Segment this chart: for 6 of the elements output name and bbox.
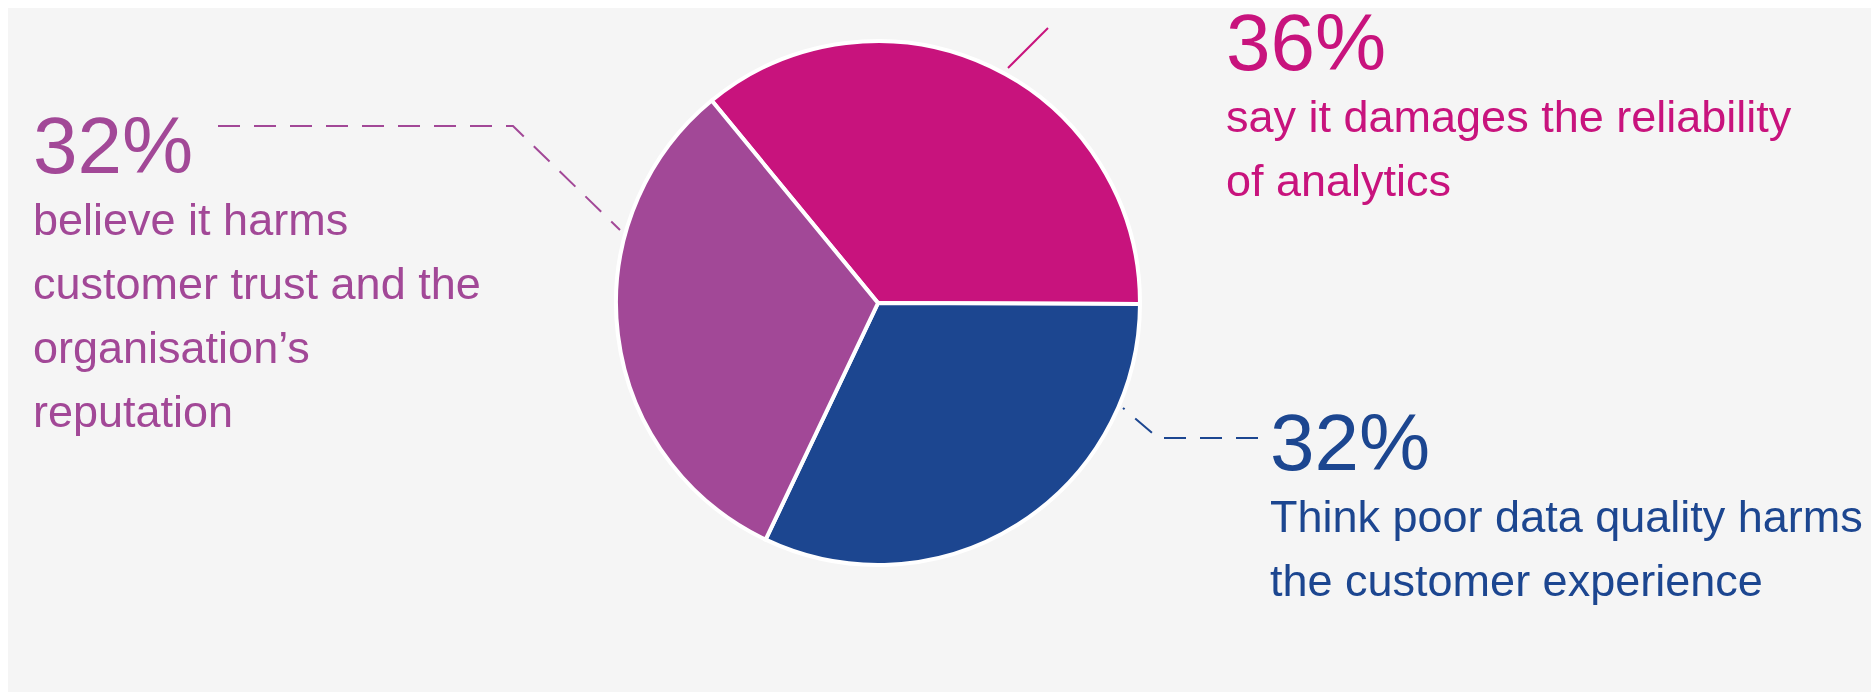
slice-label: believe it harms customer trust and the organisation’s reputation	[33, 194, 481, 437]
slice-label: Think poor data quality harms the customer experience	[1270, 491, 1863, 606]
slice-label: say it damages the reliability of analytics	[1226, 91, 1792, 206]
data-label: 32%	[33, 101, 194, 190]
data-label: 36%	[1226, 0, 1387, 87]
data-label: 32%	[1270, 398, 1431, 487]
